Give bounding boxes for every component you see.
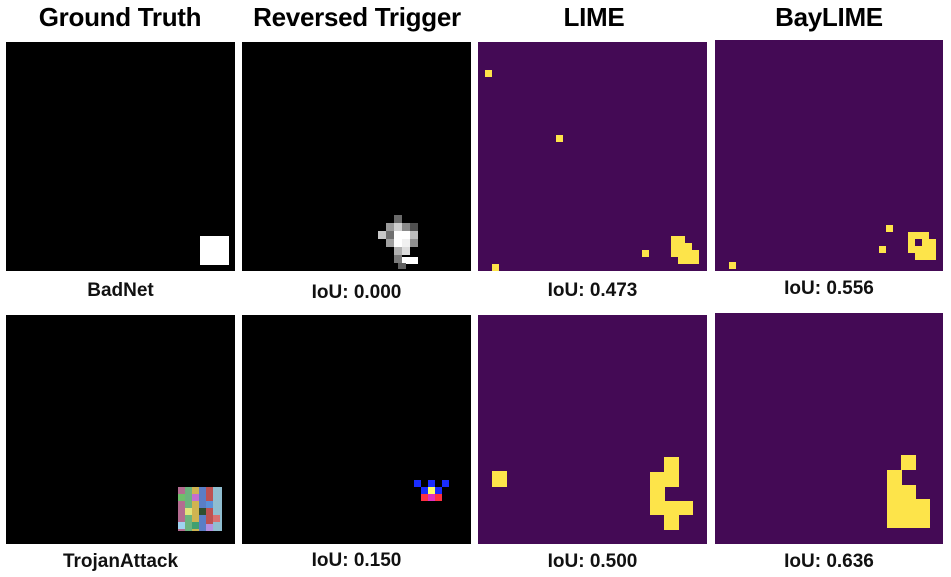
reversed-trigger-pixel bbox=[421, 487, 428, 494]
mask-cell bbox=[886, 225, 893, 232]
reversed-trigger-pixel bbox=[398, 263, 406, 269]
mask-cell bbox=[908, 246, 936, 253]
mask-cell bbox=[887, 513, 930, 528]
reversed-trigger-pixel bbox=[414, 480, 421, 487]
reversed-trigger-pixel bbox=[386, 223, 394, 231]
reversed-trigger-pixel bbox=[410, 231, 418, 239]
mask-cell bbox=[922, 239, 936, 246]
reversed-trigger-pixel bbox=[435, 487, 442, 494]
trojanattack-lime-iou: IoU: 0.500 bbox=[547, 551, 638, 572]
badnet-reversed-trigger-iou: IoU: 0.000 bbox=[311, 282, 402, 303]
mask-cell bbox=[908, 232, 929, 239]
mask-cell bbox=[485, 70, 492, 77]
trojanattack-baylime-iou: IoU: 0.636 bbox=[784, 551, 874, 572]
trojanattack-caption: TrojanAttack bbox=[62, 551, 179, 572]
mask-cell bbox=[664, 515, 679, 530]
trojanattack-baylime-mask bbox=[715, 313, 943, 544]
reversed-trigger-pixel bbox=[428, 494, 435, 501]
reversed-trigger-pixel bbox=[394, 223, 402, 231]
reversed-trigger-pixel bbox=[394, 247, 402, 255]
badnet-lime-mask bbox=[478, 42, 707, 271]
mask-cell bbox=[887, 470, 902, 485]
mask-cell bbox=[650, 501, 693, 515]
mask-cell bbox=[915, 253, 936, 260]
badnet-baylime-mask bbox=[715, 40, 943, 271]
reversed-trigger-pixel bbox=[402, 223, 410, 231]
mask-cell bbox=[671, 243, 692, 250]
reversed-trigger-pixel bbox=[428, 480, 435, 487]
reversed-trigger-pixel bbox=[394, 239, 402, 247]
trojan-patch-pixel bbox=[199, 508, 206, 515]
trojan-patch-pixel bbox=[178, 494, 185, 501]
mask-cell bbox=[664, 457, 679, 472]
badnet-trigger-square bbox=[200, 236, 229, 265]
mask-cell bbox=[901, 455, 916, 470]
trojanattack-ground-truth-image bbox=[6, 315, 235, 544]
reversed-trigger-pixel bbox=[378, 231, 386, 239]
mask-cell bbox=[678, 257, 699, 264]
reversed-trigger-pixel bbox=[410, 239, 418, 247]
mask-cell bbox=[650, 487, 665, 501]
mask-cell bbox=[887, 485, 916, 499]
reversed-trigger-pixel bbox=[402, 257, 418, 264]
trojan-patch-pixel bbox=[192, 522, 199, 529]
reversed-trigger-pixel bbox=[428, 487, 435, 494]
reversed-trigger-pixel bbox=[394, 255, 402, 263]
reversed-trigger-pixel bbox=[402, 239, 410, 247]
reversed-trigger-pixel bbox=[421, 494, 428, 501]
mask-cell bbox=[492, 471, 507, 487]
badnet-ground-truth-image bbox=[6, 42, 235, 271]
trojanattack-reversed-trigger-image bbox=[242, 315, 471, 544]
reversed-trigger-pixel bbox=[386, 231, 394, 239]
trojan-patch-pixel bbox=[178, 522, 185, 529]
reversed-trigger-pixel bbox=[402, 247, 410, 255]
mask-cell bbox=[556, 135, 563, 142]
trojanattack-lime-mask bbox=[478, 315, 707, 544]
reversed-trigger-pixel bbox=[394, 231, 402, 239]
badnet-reversed-trigger-image bbox=[242, 42, 471, 271]
trojan-patch-pixel bbox=[213, 515, 220, 522]
mask-cell bbox=[729, 262, 736, 269]
reversed-trigger-pixel bbox=[386, 239, 394, 247]
mask-cell bbox=[887, 499, 930, 513]
mask-cell bbox=[908, 239, 915, 246]
reversed-trigger-pixel bbox=[410, 223, 418, 231]
column-header-baylime: BayLIME bbox=[775, 2, 883, 32]
mask-cell bbox=[879, 246, 886, 253]
reversed-trigger-pixel bbox=[442, 480, 449, 487]
reversed-trigger-pixel bbox=[435, 494, 442, 501]
badnet-baylime-iou: IoU: 0.556 bbox=[784, 278, 874, 299]
badnet-lime-iou: IoU: 0.473 bbox=[547, 280, 638, 301]
mask-cell bbox=[650, 472, 679, 487]
reversed-trigger-pixel bbox=[394, 215, 402, 223]
mask-cell bbox=[492, 264, 499, 271]
mask-cell bbox=[642, 250, 649, 257]
reversed-trigger-pixel bbox=[402, 231, 410, 239]
trojan-patch-pixel bbox=[192, 494, 199, 501]
trojan-patch-pixel bbox=[206, 501, 213, 508]
trojanattack-reversed-trigger-iou: IoU: 0.150 bbox=[311, 550, 402, 571]
column-header-lime: LIME bbox=[563, 2, 625, 32]
mask-cell bbox=[671, 236, 685, 243]
mask-cell bbox=[671, 250, 699, 257]
badnet-caption: BadNet bbox=[87, 280, 154, 301]
column-header-reversed-trigger: Reversed Trigger bbox=[253, 2, 461, 32]
column-header-ground-truth: Ground Truth bbox=[38, 2, 202, 32]
trojan-patch-pixel bbox=[185, 508, 192, 515]
trojan-patch-pixel bbox=[206, 524, 213, 531]
